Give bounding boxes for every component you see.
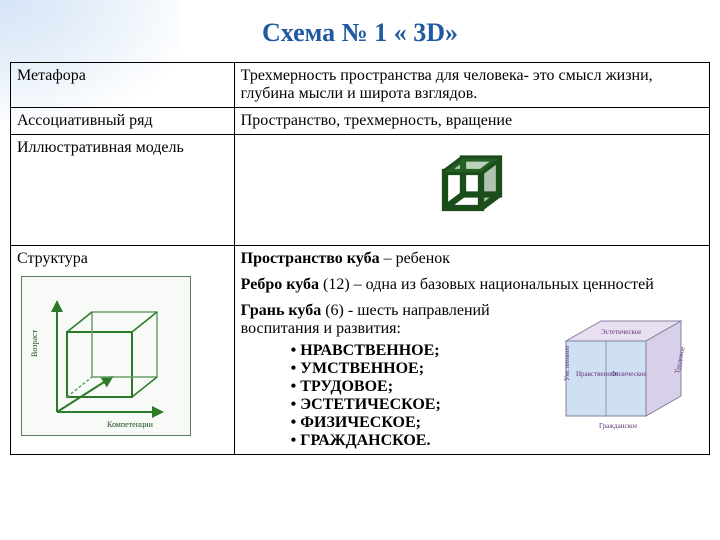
svg-text:Умственное: Умственное <box>563 346 571 382</box>
content-area: Метафора Трехмерность пространства для ч… <box>0 62 720 455</box>
struct-cube-diagram: Компетенции Возраст <box>21 276 191 436</box>
row-assoc: Ассоциативный ряд Пространство, трехмерн… <box>11 108 710 135</box>
svg-text:Гражданское: Гражданское <box>599 422 637 430</box>
svg-text:Компетенции: Компетенции <box>107 420 154 429</box>
svg-text:Физическое: Физическое <box>611 370 646 378</box>
p2-rest: – одна из базовых национальных ценностей <box>350 276 654 293</box>
row-metaphor: Метафора Трехмерность пространства для ч… <box>11 63 710 108</box>
p3-count: (6) <box>321 302 344 319</box>
row-illus: Иллюстративная модель <box>11 135 710 246</box>
schema-table: Метафора Трехмерность пространства для ч… <box>10 62 710 455</box>
struct-content: Пространство куба – ребенок Ребро куба (… <box>234 246 709 455</box>
metaphor-label: Метафора <box>11 63 235 108</box>
illus-cell <box>234 135 709 246</box>
row-struct: Структура Компетенции Возраст <box>11 246 710 455</box>
p2-count: (12) <box>319 276 350 293</box>
p3-bold: Грань куба <box>241 302 322 319</box>
struct-left-cell: Структура Компетенции Возраст <box>11 246 235 455</box>
face-cube-diagram: Эстетическое Умственное Нравственное Физ… <box>551 306 701 436</box>
metaphor-text: Трехмерность пространства для человека- … <box>234 63 709 108</box>
struct-p2: Ребро куба (12) – одна из базовых национ… <box>241 276 703 294</box>
illus-label: Иллюстративная модель <box>11 135 235 246</box>
struct-label: Структура <box>17 250 88 268</box>
assoc-text: Пространство, трехмерность, вращение <box>234 108 709 135</box>
page-title: Схема № 1 « 3D» <box>0 0 720 62</box>
svg-text:Эстетическое: Эстетическое <box>601 328 641 336</box>
svg-text:Возраст: Возраст <box>30 329 39 357</box>
p1-rest: – ребенок <box>380 250 450 267</box>
cube-3d-icon <box>427 145 517 235</box>
assoc-label: Ассоциативный ряд <box>11 108 235 135</box>
struct-p1: Пространство куба – ребенок <box>241 250 703 268</box>
p2-bold: Ребро куба <box>241 276 319 293</box>
p1-bold: Пространство куба <box>241 250 380 267</box>
